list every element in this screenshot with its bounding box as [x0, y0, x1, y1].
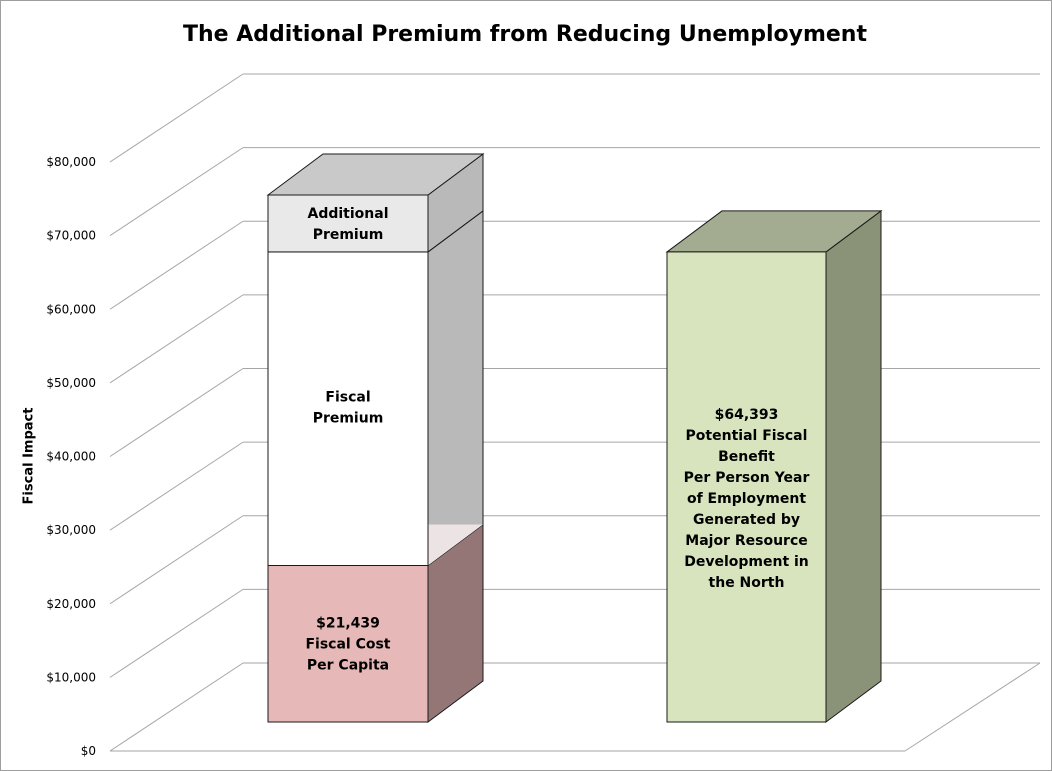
gridline: [109, 73, 1040, 163]
bar-1-top: [266, 153, 485, 196]
bar-1-segment-2-label: Fiscal Premium: [313, 390, 384, 427]
gridline: [109, 515, 1040, 605]
bar-1-segment-2-side: [427, 209, 484, 567]
y-tick-label: $20,000: [46, 597, 96, 611]
bar-2-label: $64,393 Potential Fiscal Benefit Per Person…: [684, 407, 810, 591]
bar-1-segment-3: [267, 194, 429, 253]
gridline: [109, 294, 1040, 384]
bar-1-segment-1-label: $21,439 Fiscal Cost Per Capita: [305, 616, 390, 674]
gridline: [109, 441, 1040, 531]
bars: [266, 152, 883, 723]
y-tick-label: $70,000: [46, 229, 96, 243]
bar-1-segment-2: [267, 251, 429, 566]
gridline: [109, 147, 1040, 237]
gridlines: [109, 73, 1041, 752]
y-tick-label: $10,000: [46, 670, 96, 684]
y-tick-label: $30,000: [46, 523, 96, 537]
y-axis-ticks: $0 $10,000 $20,000 $30,000 $40,000 $50,000 $60…: [46, 155, 96, 758]
chart-title: The Additional Premium from Reducing Une…: [183, 22, 867, 47]
y-tick-label: $0: [81, 744, 96, 758]
bar-labels: $21,439 Fiscal Cost Per Capita Fiscal Premiu…: [305, 206, 809, 674]
y-tick-label: $40,000: [46, 450, 96, 464]
bar-2-side: [825, 209, 882, 723]
gridline: [109, 220, 1040, 310]
y-tick-label: $50,000: [46, 376, 96, 390]
y-tick-label: $60,000: [46, 302, 96, 316]
bar-1-segment-3-label: Additional Premium: [308, 206, 389, 243]
bar-2: [666, 251, 827, 723]
gridline: [109, 588, 1040, 678]
gridline: [109, 368, 1040, 457]
bar-1-segment-1: [267, 564, 429, 723]
gridline: [109, 662, 1041, 752]
y-tick-label: $80,000: [46, 155, 96, 169]
